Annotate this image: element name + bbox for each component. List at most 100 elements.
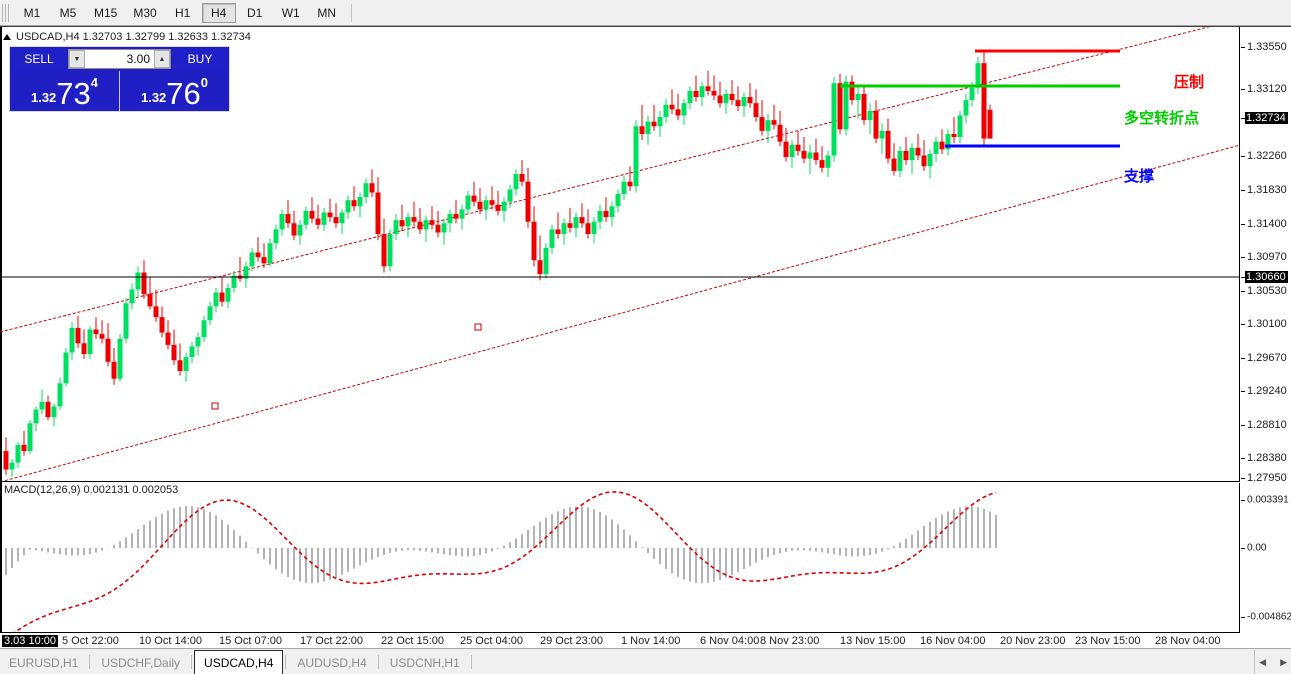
candle-body-114: [687, 90, 693, 104]
time-tick-label: 8 Nov 23:00: [760, 635, 820, 647]
candle-body-55: [333, 217, 339, 224]
candle-body-133: [801, 150, 807, 159]
candle-body-36: [219, 292, 225, 302]
candle-body-116: [699, 86, 705, 98]
volume-increase-button[interactable]: ▲: [154, 50, 170, 68]
price-tick-label: 1.32260: [1247, 150, 1287, 162]
timeframe-button-m1[interactable]: M1: [23, 5, 41, 20]
price-tick-label: 1.28380: [1247, 452, 1287, 464]
timeframe-button-m30[interactable]: M30: [133, 5, 157, 20]
current-price-label: 1.32734: [1245, 112, 1288, 124]
candle-body-40: [243, 266, 249, 279]
candle-body-160: [963, 100, 969, 116]
candle-body-77: [465, 195, 471, 210]
macd-scale[interactable]: 0.003391 0.00 -0.004862: [1241, 483, 1291, 633]
candle-body-78: [471, 195, 477, 202]
price-tick-mark: [1241, 190, 1245, 191]
candle-body-58: [351, 200, 357, 207]
price-tick-mark: [1241, 118, 1245, 119]
chart-tab-usdchf[interactable]: USDCHF,Daily: [101, 656, 181, 670]
chart-tab-usdcnh[interactable]: USDCNH,H1: [389, 656, 460, 670]
buy-price-quote[interactable]: 1.32 76 0: [119, 71, 229, 111]
time-tick-label: 1 Nov 14:00: [621, 635, 681, 647]
candle-body-119: [717, 95, 723, 104]
candle-body-66: [399, 220, 405, 227]
candle-body-151: [909, 147, 915, 161]
candle-body-87: [525, 181, 531, 222]
candle-body-146: [879, 130, 885, 139]
time-tick-label: 23 Nov 15:00: [1075, 635, 1141, 647]
buy-button[interactable]: BUY: [173, 49, 227, 69]
candle-body-132: [795, 144, 801, 151]
timeframe-button-h4[interactable]: H4: [201, 2, 236, 23]
candle-body-164: [987, 109, 993, 139]
toolbar-separator: [350, 3, 352, 22]
annotation-support[interactable]: 支撑: [1124, 167, 1155, 185]
price-tick-mark: [1241, 291, 1245, 292]
time-tick-label: 29 Oct 23:00: [540, 635, 603, 647]
candle-body-24: [147, 294, 153, 307]
candle-body-104: [627, 181, 633, 187]
timeframe-button-mn[interactable]: MN: [317, 5, 337, 20]
candle-body-7: [45, 401, 51, 418]
macd-tick-mark: [1241, 617, 1245, 618]
candle-body-107: [645, 121, 651, 134]
annotation-resistance[interactable]: 压制: [1174, 73, 1205, 91]
candle-body-153: [921, 155, 927, 167]
sell-price-fraction: 4: [90, 75, 99, 90]
timeframe-button-h1[interactable]: H1: [175, 5, 191, 20]
candle-body-144: [867, 110, 873, 121]
macd-tick-mark: [1241, 548, 1245, 549]
time-tick-label: 20 Nov 23:00: [1000, 635, 1066, 647]
candle-body-91: [549, 229, 555, 248]
candle-body-17: [105, 338, 111, 362]
chart-frame[interactable]: USDCAD,H4 1.32703 1.32799 1.32633 1.3273…: [0, 26, 1291, 651]
macd-label: MACD(12,26,9) 0.002131 0.002053: [4, 484, 179, 496]
candle-body-158: [951, 133, 957, 138]
ohlc-header: USDCAD,H4 1.32703 1.32799 1.32633 1.3273…: [3, 30, 251, 44]
sell-button[interactable]: SELL: [12, 49, 66, 69]
candle-body-30: [183, 357, 189, 372]
toolbar-grip[interactable]: [2, 3, 11, 22]
sell-price-prefix: 1.32: [30, 90, 57, 105]
candle-body-88: [531, 221, 537, 261]
chart-tab-audusd[interactable]: AUDUSD,H4: [297, 656, 367, 670]
volume-decrease-button[interactable]: ▼: [69, 50, 85, 68]
volume-input[interactable]: 3.00: [126, 52, 150, 66]
tab-scroll-left-icon[interactable]: ◀: [1259, 656, 1267, 667]
candle-body-71: [429, 220, 435, 225]
candle-body-137: [825, 155, 831, 168]
candle-body-100: [603, 210, 609, 218]
candle-body-141: [849, 81, 855, 101]
timeframe-button-m5[interactable]: M5: [59, 5, 77, 20]
macd-tick-label: 0.003391: [1247, 494, 1289, 506]
price-tick-mark: [1241, 156, 1245, 157]
current-time-label: 3.03 10:00: [2, 635, 58, 647]
chart-tab-bar: EURUSD,H1 USDCHF,Daily USDCAD,H4 AUDUSD,H4 U…: [0, 648, 1291, 674]
one-click-trading-panel[interactable]: SELL ▼ 3.00 ▲ BUY 1.32 73 4 1.32 76 0: [9, 46, 230, 112]
time-tick-label: 13 Nov 15:00: [840, 635, 906, 647]
candle-body-34: [207, 306, 213, 321]
candle-body-139: [837, 83, 843, 130]
price-pane[interactable]: [0, 27, 1240, 482]
candle-body-9: [57, 383, 63, 407]
timeframe-button-w1[interactable]: W1: [281, 5, 300, 20]
sell-price-quote[interactable]: 1.32 73 4: [10, 71, 119, 111]
candle-body-10: [63, 352, 69, 384]
tab-scroll-right-icon[interactable]: ▶: [1280, 656, 1287, 667]
candle-body-159: [957, 115, 963, 138]
chart-tab-eurusd[interactable]: EURUSD,H1: [9, 656, 79, 670]
candle-body-54: [327, 212, 333, 218]
price-scale[interactable]: 1.33550 1.33120 1.32734 1.32260 1.31830 1.314…: [1241, 27, 1291, 484]
chart-tab-usdcad[interactable]: USDCAD,H4: [194, 650, 284, 674]
price-tick-label: 1.29670: [1247, 352, 1287, 364]
timeframe-button-m15[interactable]: M15: [94, 5, 118, 20]
timeframe-button-d1[interactable]: D1: [247, 5, 263, 20]
macd-pane[interactable]: MACD(12,26,9) 0.002131 0.002053: [0, 483, 1240, 633]
price-tick-mark: [1241, 277, 1245, 278]
annotation-turning-point[interactable]: 多空转折点: [1124, 109, 1200, 127]
trend-channel-upper: [0, 27, 1211, 333]
candle-body-51: [309, 210, 315, 219]
volume-stepper[interactable]: ▼ 3.00 ▲: [68, 49, 171, 69]
candle-body-108: [651, 121, 657, 127]
